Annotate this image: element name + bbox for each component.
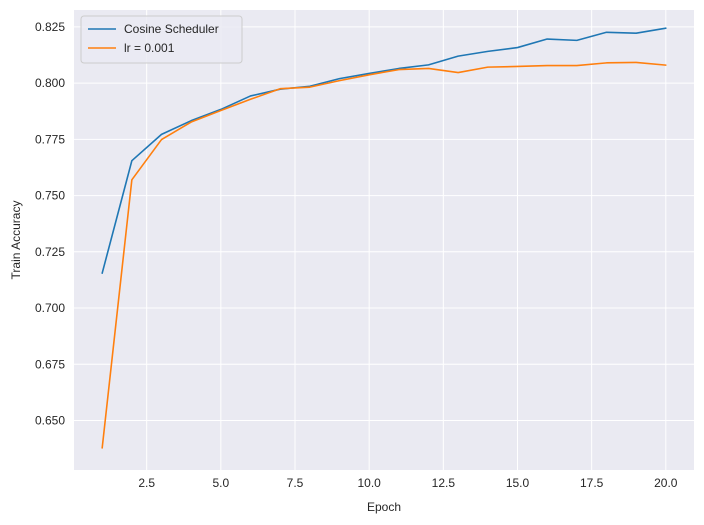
y-tick-label: 0.725 <box>35 245 65 259</box>
x-tick-label: 12.5 <box>432 476 456 490</box>
series-line-cosine-scheduler <box>101 27 667 274</box>
legend-label-cosine-scheduler: Cosine Scheduler <box>124 22 219 36</box>
series-group <box>101 27 667 449</box>
x-axis-label: Epoch <box>367 500 401 514</box>
plot-background <box>74 10 694 470</box>
x-tick-label: 20.0 <box>654 476 678 490</box>
y-tick-label: 0.800 <box>35 76 65 90</box>
series-line-lr-0-001 <box>101 61 667 449</box>
x-tick-label: 15.0 <box>506 476 530 490</box>
x-tick-label: 10.0 <box>357 476 381 490</box>
y-axis-label: Train Accuracy <box>9 201 23 280</box>
y-axis-ticks: 0.650 0.675 0.700 0.725 0.750 0.775 0.800 0.825 <box>35 20 65 428</box>
x-tick-label: 7.5 <box>287 476 304 490</box>
legend-box <box>80 15 243 64</box>
y-tick-label: 0.775 <box>35 132 65 146</box>
y-tick-label: 0.650 <box>35 414 65 428</box>
legend-label-lr-0-001: lr = 0.001 <box>124 41 175 55</box>
legend: Cosine Scheduler lr = 0.001 <box>80 15 243 64</box>
y-tick-label: 0.675 <box>35 357 65 371</box>
x-axis-ticks: 2.5 5.0 7.5 10.0 12.5 15.0 17.5 20.0 <box>138 476 677 490</box>
x-tick-label: 5.0 <box>212 476 229 490</box>
y-tick-label: 0.825 <box>35 20 65 34</box>
grid <box>74 10 694 470</box>
x-tick-label: 17.5 <box>580 476 604 490</box>
y-tick-label: 0.750 <box>35 189 65 203</box>
y-tick-label: 0.700 <box>35 301 65 315</box>
x-tick-label: 2.5 <box>138 476 155 490</box>
